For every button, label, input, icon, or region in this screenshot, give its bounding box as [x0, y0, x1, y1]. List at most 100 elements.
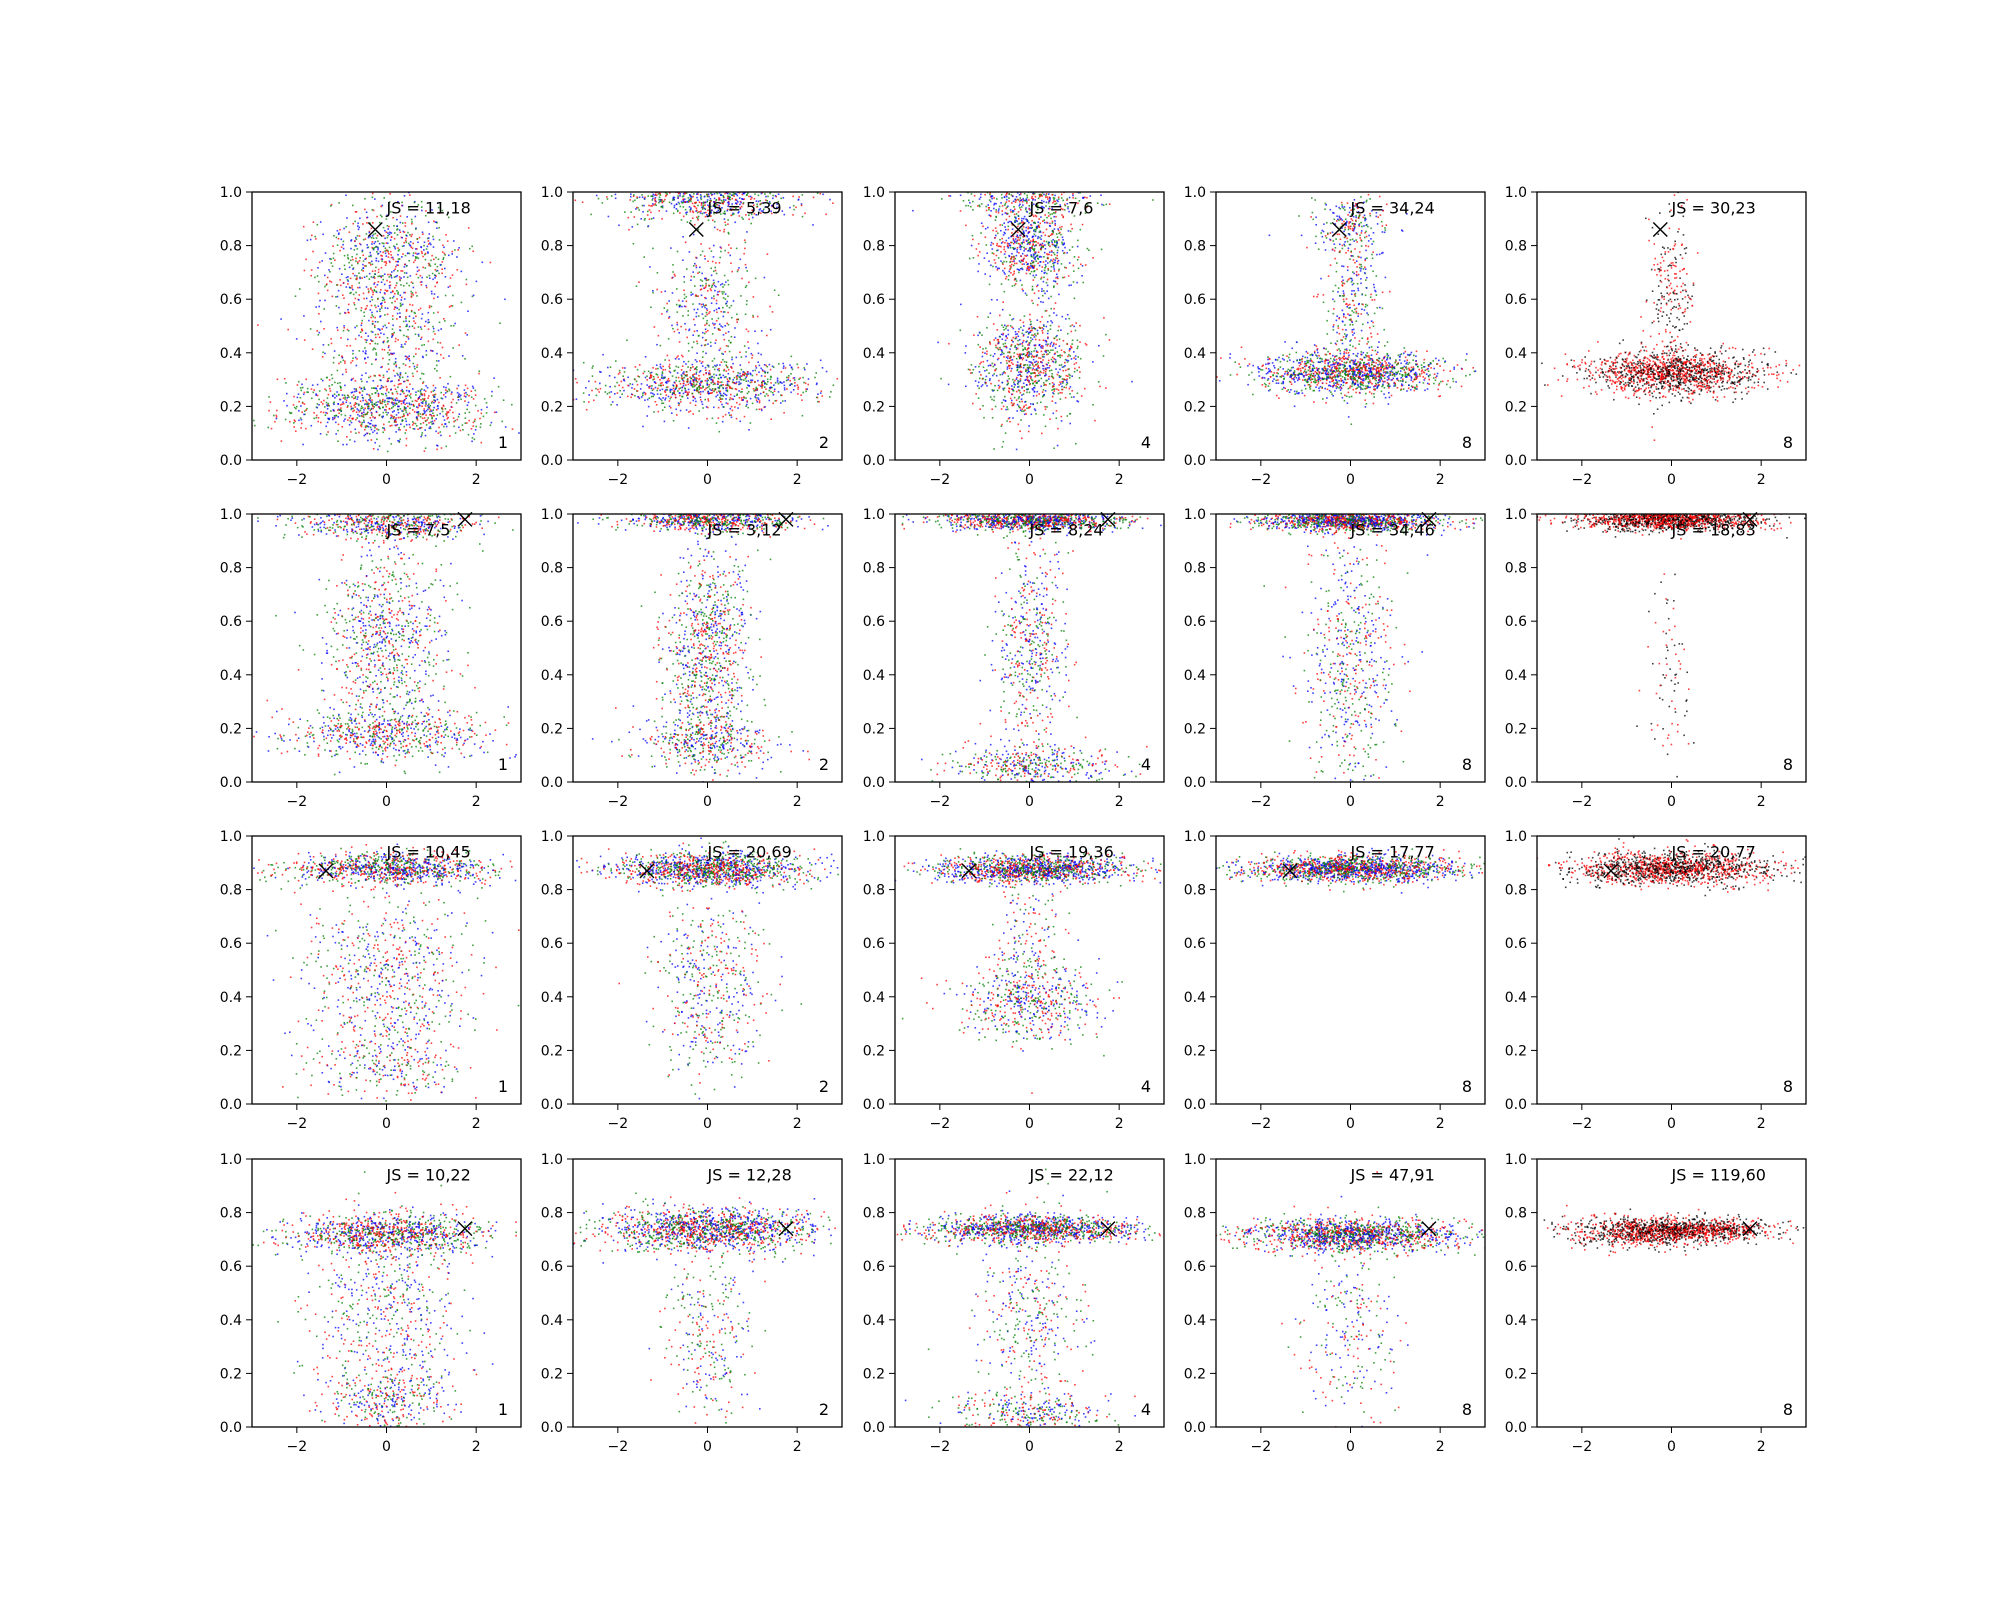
scatter-point [370, 304, 373, 307]
scatter-point [381, 366, 383, 368]
scatter-point [443, 246, 445, 249]
scatter-point [430, 391, 433, 393]
scatter-point [1076, 339, 1079, 342]
scatter-point [406, 356, 409, 359]
scatter-point [435, 360, 438, 362]
scatter-point [466, 393, 468, 396]
scatter-point [763, 370, 766, 373]
scatter-point [414, 333, 417, 336]
scatter-point [706, 214, 708, 216]
scatter-point [700, 362, 703, 364]
scatter-point [1063, 378, 1065, 380]
scatter-point [404, 263, 406, 266]
scatter-point [687, 393, 689, 395]
scatter-point [692, 399, 695, 402]
scatter-point [477, 410, 479, 412]
scatter-point [397, 258, 400, 260]
scatter-point [692, 210, 694, 213]
scatter-point [434, 268, 437, 271]
scatter-point [638, 209, 640, 211]
scatter-point [433, 399, 435, 401]
scatter-point [326, 405, 329, 407]
scatter-point [391, 393, 394, 395]
scatter-point [1032, 367, 1034, 370]
scatter-point [424, 434, 427, 437]
scatter-point [268, 409, 270, 412]
scatter-point [774, 195, 777, 197]
scatter-point [716, 204, 719, 206]
scatter-point [369, 222, 371, 224]
scatter-point [655, 364, 658, 366]
scatter-point [1102, 355, 1105, 357]
scatter-point [1030, 323, 1032, 325]
scatter-point [1017, 231, 1019, 234]
scatter-point [683, 380, 685, 383]
scatter-point [681, 300, 684, 302]
scatter-point [344, 360, 346, 363]
scatter-point [668, 405, 671, 408]
scatter-point [1048, 351, 1051, 354]
scatter-point [1043, 394, 1045, 396]
scatter-point [317, 292, 320, 295]
scatter-point [695, 294, 697, 296]
scatter-point [389, 250, 392, 253]
scatter-point [591, 389, 593, 392]
scatter-point [1002, 387, 1004, 390]
scatter-point [420, 250, 423, 253]
scatter-point [725, 394, 728, 397]
scatter-point [364, 428, 366, 431]
scatter-point [689, 194, 691, 196]
scatter-point [300, 427, 302, 429]
scatter-point [761, 369, 764, 371]
scatter-point [429, 409, 432, 411]
scatter-point [760, 367, 762, 370]
scatter-point [740, 295, 742, 297]
scatter-point [989, 343, 992, 345]
scatter-point [373, 246, 376, 249]
scatter-point [1065, 386, 1067, 389]
scatter-point [1047, 336, 1049, 338]
scatter-point [366, 406, 369, 408]
scatter-point [376, 432, 378, 435]
scatter-point [701, 365, 704, 367]
scatter-point [758, 408, 761, 411]
scatter-point [395, 399, 397, 402]
scatter-point [1069, 374, 1071, 377]
scatter-point [723, 201, 725, 203]
scatter-point [301, 386, 304, 389]
scatter-point [399, 312, 401, 314]
scatter-point [388, 246, 391, 249]
scatter-point [421, 355, 424, 358]
scatter-point [419, 391, 422, 393]
scatter-point [403, 392, 405, 395]
scatter-point [702, 204, 705, 207]
scatter-point [755, 367, 758, 369]
scatter-point [633, 378, 636, 380]
scatter-point [334, 259, 336, 261]
scatter-point [636, 390, 639, 392]
scatter-point [441, 209, 444, 212]
scatter-point [303, 410, 306, 412]
scatter-point [796, 384, 799, 386]
scatter-point [623, 371, 626, 373]
scatter-point [682, 236, 684, 238]
scatter-point [668, 370, 671, 373]
scatter-point [1032, 243, 1034, 245]
scatter-point [1041, 432, 1043, 435]
scatter-point [1051, 400, 1054, 402]
scatter-point [825, 370, 828, 373]
scatter-point [401, 303, 404, 306]
scatter-point [681, 395, 683, 398]
scatter-point [686, 201, 688, 203]
scatter-point [692, 380, 695, 383]
scatter-point [485, 412, 488, 414]
scatter-point [381, 215, 383, 218]
scatter-point [1049, 365, 1051, 367]
scatter-point [408, 259, 410, 262]
scatter-point [1059, 375, 1062, 378]
scatter-point [600, 371, 602, 373]
scatter-point [464, 412, 466, 414]
scatter-point [371, 196, 374, 199]
scatter-point [638, 397, 641, 400]
scatter-point [684, 305, 687, 308]
